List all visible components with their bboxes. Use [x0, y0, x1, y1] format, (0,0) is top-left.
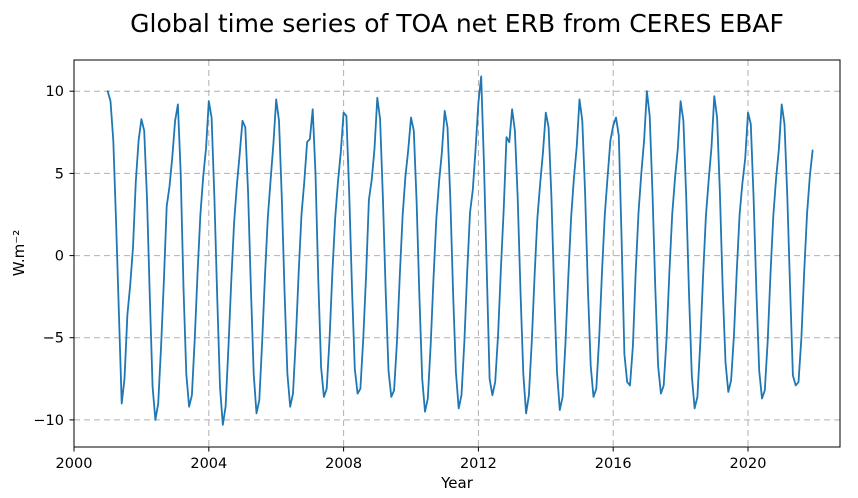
- x-tick-label: 2004: [190, 456, 227, 472]
- y-tick-label: −5: [43, 331, 64, 347]
- y-tick-label: 10: [46, 84, 64, 100]
- x-tick-label: 2016: [595, 456, 632, 472]
- x-tick-label: 2000: [56, 456, 93, 472]
- data-line: [106, 75, 814, 426]
- x-tick-label: 2020: [730, 456, 767, 472]
- y-tick-label: 0: [55, 249, 64, 265]
- x-tick-label: 2012: [460, 456, 497, 472]
- y-axis-label: W.m⁻²: [10, 229, 28, 277]
- x-axis-label: Year: [441, 474, 473, 492]
- axes-spines: [73, 59, 841, 448]
- y-tick-label: 5: [55, 166, 64, 182]
- x-tick-label: 2008: [325, 456, 362, 472]
- chart-title: Global time series of TOA net ERB from C…: [130, 9, 784, 38]
- y-tick-label: −10: [33, 413, 64, 429]
